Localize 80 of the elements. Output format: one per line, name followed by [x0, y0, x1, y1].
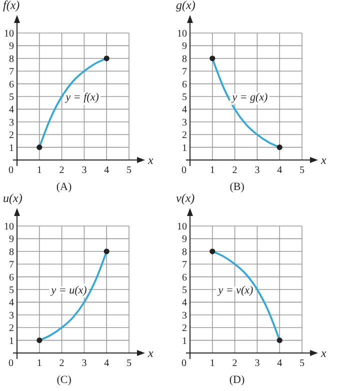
- y-tick-label: 3: [9, 310, 14, 322]
- y-tick-label: 3: [9, 117, 14, 128]
- y-tick-label: 2: [9, 323, 14, 334]
- y-tick-label: 4: [9, 104, 14, 116]
- x-axis-title: x: [147, 346, 154, 360]
- x-tick-label: 1: [36, 358, 42, 369]
- x-tick-label: 3: [82, 165, 87, 176]
- y-tick-label: 8: [182, 54, 187, 65]
- y-tick-label: 9: [182, 234, 187, 246]
- x-tick-label: 3: [254, 165, 260, 176]
- x-tick-label: 2: [59, 165, 64, 176]
- text: (B): [230, 181, 245, 193]
- y-tick-label: 6: [9, 79, 14, 90]
- text: (C): [56, 374, 72, 386]
- series-label: y = u(x): [50, 284, 88, 296]
- y-tick-label: 1: [9, 142, 14, 154]
- y-tick-label: 6: [9, 272, 14, 284]
- y-tick-label: 4: [182, 298, 187, 309]
- x-tick-label: 2: [232, 358, 238, 369]
- series-label: y = v(x): [217, 284, 254, 296]
- y-tick-label: 5: [9, 285, 14, 296]
- y-tick-label: 10: [4, 28, 14, 40]
- y-tick-label: 9: [9, 234, 14, 246]
- y-tick-label: 10: [177, 28, 187, 40]
- y-tick-label: 10: [177, 222, 187, 232]
- x-tick-label: 2: [232, 165, 238, 176]
- y-tick-label: 8: [182, 246, 187, 258]
- y-tick-label: 6: [182, 272, 187, 284]
- x-axis-title: x: [147, 153, 154, 167]
- x-tick-label: 4: [277, 358, 282, 369]
- x-tick-label: 1: [210, 165, 215, 176]
- x-tick-label: 2: [59, 358, 64, 369]
- y-tick-label: 3: [182, 117, 187, 128]
- x-tick-label: 1: [210, 358, 215, 369]
- y-axis-title: g(x): [176, 0, 196, 12]
- y-tick-label: 5: [182, 285, 187, 296]
- y-tick-label: 2: [9, 130, 14, 142]
- x-tick-label: 5: [126, 165, 132, 176]
- series-label: y = f(x): [64, 92, 100, 104]
- x-tick-label: 0: [182, 358, 186, 369]
- x-tick-label: 0: [182, 165, 186, 176]
- y-tick-label: 4: [182, 104, 187, 116]
- series-label: y = g(x): [231, 92, 268, 104]
- y-tick-label: 5: [9, 92, 14, 103]
- x-tick-label: 4: [277, 165, 282, 176]
- x-tick-label: 0: [8, 358, 14, 369]
- text: (A): [56, 181, 72, 193]
- y-tick-label: 9: [9, 41, 14, 52]
- x-tick-label: 4: [104, 165, 110, 176]
- y-tick-label: 1: [182, 336, 187, 347]
- x-axis-title: x: [320, 346, 327, 360]
- y-tick-label: 8: [9, 246, 14, 258]
- x-tick-label: 0: [8, 165, 14, 176]
- y-axis-title: u(x): [3, 191, 22, 205]
- y-tick-label: 4: [9, 298, 14, 309]
- y-tick-label: 10: [4, 222, 14, 232]
- x-tick-label: 4: [104, 358, 110, 369]
- y-tick-label: 2: [182, 323, 187, 334]
- y-axis-title: f(x): [3, 0, 20, 12]
- y-tick-label: 9: [182, 41, 187, 52]
- y-tick-label: 7: [182, 66, 187, 78]
- y-tick-label: 1: [9, 336, 14, 347]
- y-tick-label: 5: [182, 92, 187, 103]
- x-tick-label: 5: [126, 358, 132, 369]
- x-tick-label: 5: [300, 165, 304, 176]
- y-tick-label: 1: [182, 142, 187, 154]
- y-tick-label: 7: [182, 260, 187, 271]
- x-tick-label: 1: [36, 165, 42, 176]
- x-tick-label: 5: [300, 358, 304, 369]
- y-axis-title: v(x): [176, 191, 195, 205]
- y-tick-label: 7: [9, 260, 14, 271]
- y-tick-label: 6: [182, 79, 187, 90]
- y-tick-label: 8: [9, 54, 14, 65]
- x-axis-title: x: [320, 153, 327, 167]
- x-tick-label: 3: [82, 358, 87, 369]
- y-tick-label: 2: [182, 130, 187, 142]
- x-tick-label: 3: [254, 358, 260, 369]
- y-tick-label: 7: [9, 66, 14, 78]
- text: (D): [229, 374, 246, 386]
- y-tick-label: 3: [182, 310, 187, 322]
